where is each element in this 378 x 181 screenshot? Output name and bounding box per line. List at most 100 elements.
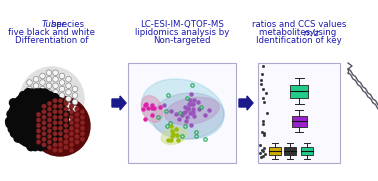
Circle shape [46,122,52,128]
Circle shape [59,99,65,105]
Circle shape [6,120,14,128]
Circle shape [47,112,52,117]
Circle shape [36,118,41,122]
Circle shape [42,126,46,131]
Circle shape [17,96,25,104]
Circle shape [40,86,45,92]
Circle shape [59,86,65,92]
Circle shape [75,134,79,139]
Circle shape [51,94,59,102]
Circle shape [24,89,32,97]
Text: Identification of key: Identification of key [256,36,342,45]
Circle shape [36,112,41,117]
Circle shape [53,110,57,114]
Circle shape [8,125,16,133]
Circle shape [66,76,71,82]
Circle shape [53,126,57,131]
Circle shape [27,143,35,151]
Circle shape [64,123,68,128]
Circle shape [75,118,79,122]
Circle shape [44,92,52,100]
Circle shape [69,115,74,119]
Circle shape [59,93,65,98]
Circle shape [7,110,15,118]
Circle shape [64,118,68,122]
Circle shape [60,123,68,131]
Text: metabolites using: metabolites using [259,28,339,37]
Circle shape [33,109,39,115]
Circle shape [64,107,68,111]
Circle shape [75,129,79,133]
Circle shape [36,129,41,133]
Circle shape [9,99,17,107]
Circle shape [42,110,46,114]
Circle shape [64,145,68,150]
Circle shape [59,106,65,111]
Circle shape [47,101,52,106]
Circle shape [80,120,85,125]
Circle shape [53,142,57,147]
Circle shape [6,117,14,125]
Circle shape [75,123,79,128]
Circle shape [53,115,58,121]
Circle shape [53,115,57,119]
Circle shape [33,89,39,95]
Circle shape [69,104,74,109]
Circle shape [43,142,51,150]
Circle shape [47,145,52,150]
Circle shape [30,96,90,156]
Circle shape [40,73,45,79]
Ellipse shape [152,93,224,139]
Circle shape [80,115,85,119]
Circle shape [37,143,45,151]
Circle shape [40,99,45,105]
Circle shape [47,107,52,111]
Circle shape [53,89,58,95]
Circle shape [66,89,71,95]
Circle shape [58,131,63,136]
Circle shape [36,140,41,144]
Circle shape [56,126,64,134]
Circle shape [53,104,57,109]
Circle shape [51,132,59,140]
Circle shape [33,76,39,82]
Circle shape [33,115,39,121]
Circle shape [58,137,63,142]
Bar [269,147,281,155]
Circle shape [36,123,41,128]
Circle shape [33,83,39,89]
Text: LC-ESI-IM-QTOF-MS: LC-ESI-IM-QTOF-MS [140,20,224,29]
Circle shape [56,98,64,106]
Text: lipidomics analysis by: lipidomics analysis by [135,28,229,37]
Circle shape [20,67,84,131]
Ellipse shape [161,128,187,144]
Circle shape [28,89,36,97]
Ellipse shape [141,96,163,122]
FancyBboxPatch shape [258,63,340,163]
Circle shape [14,98,22,106]
Circle shape [27,106,32,111]
Circle shape [25,139,33,147]
Text: species: species [49,20,84,29]
Circle shape [31,143,39,151]
Circle shape [27,99,32,105]
Circle shape [58,126,63,131]
Circle shape [58,115,63,119]
Text: Differentiation of: Differentiation of [15,36,89,45]
Circle shape [69,148,74,153]
Circle shape [59,80,65,85]
Circle shape [57,132,65,140]
Circle shape [58,98,63,103]
Ellipse shape [165,97,219,125]
Circle shape [45,139,53,147]
Circle shape [40,112,45,118]
Circle shape [66,115,71,121]
Circle shape [33,89,41,97]
Circle shape [64,134,68,139]
Circle shape [58,142,63,147]
Text: ratios and CCS values: ratios and CCS values [252,20,346,29]
Circle shape [46,109,52,115]
Circle shape [69,137,74,142]
Circle shape [47,140,52,144]
Bar [290,85,308,98]
